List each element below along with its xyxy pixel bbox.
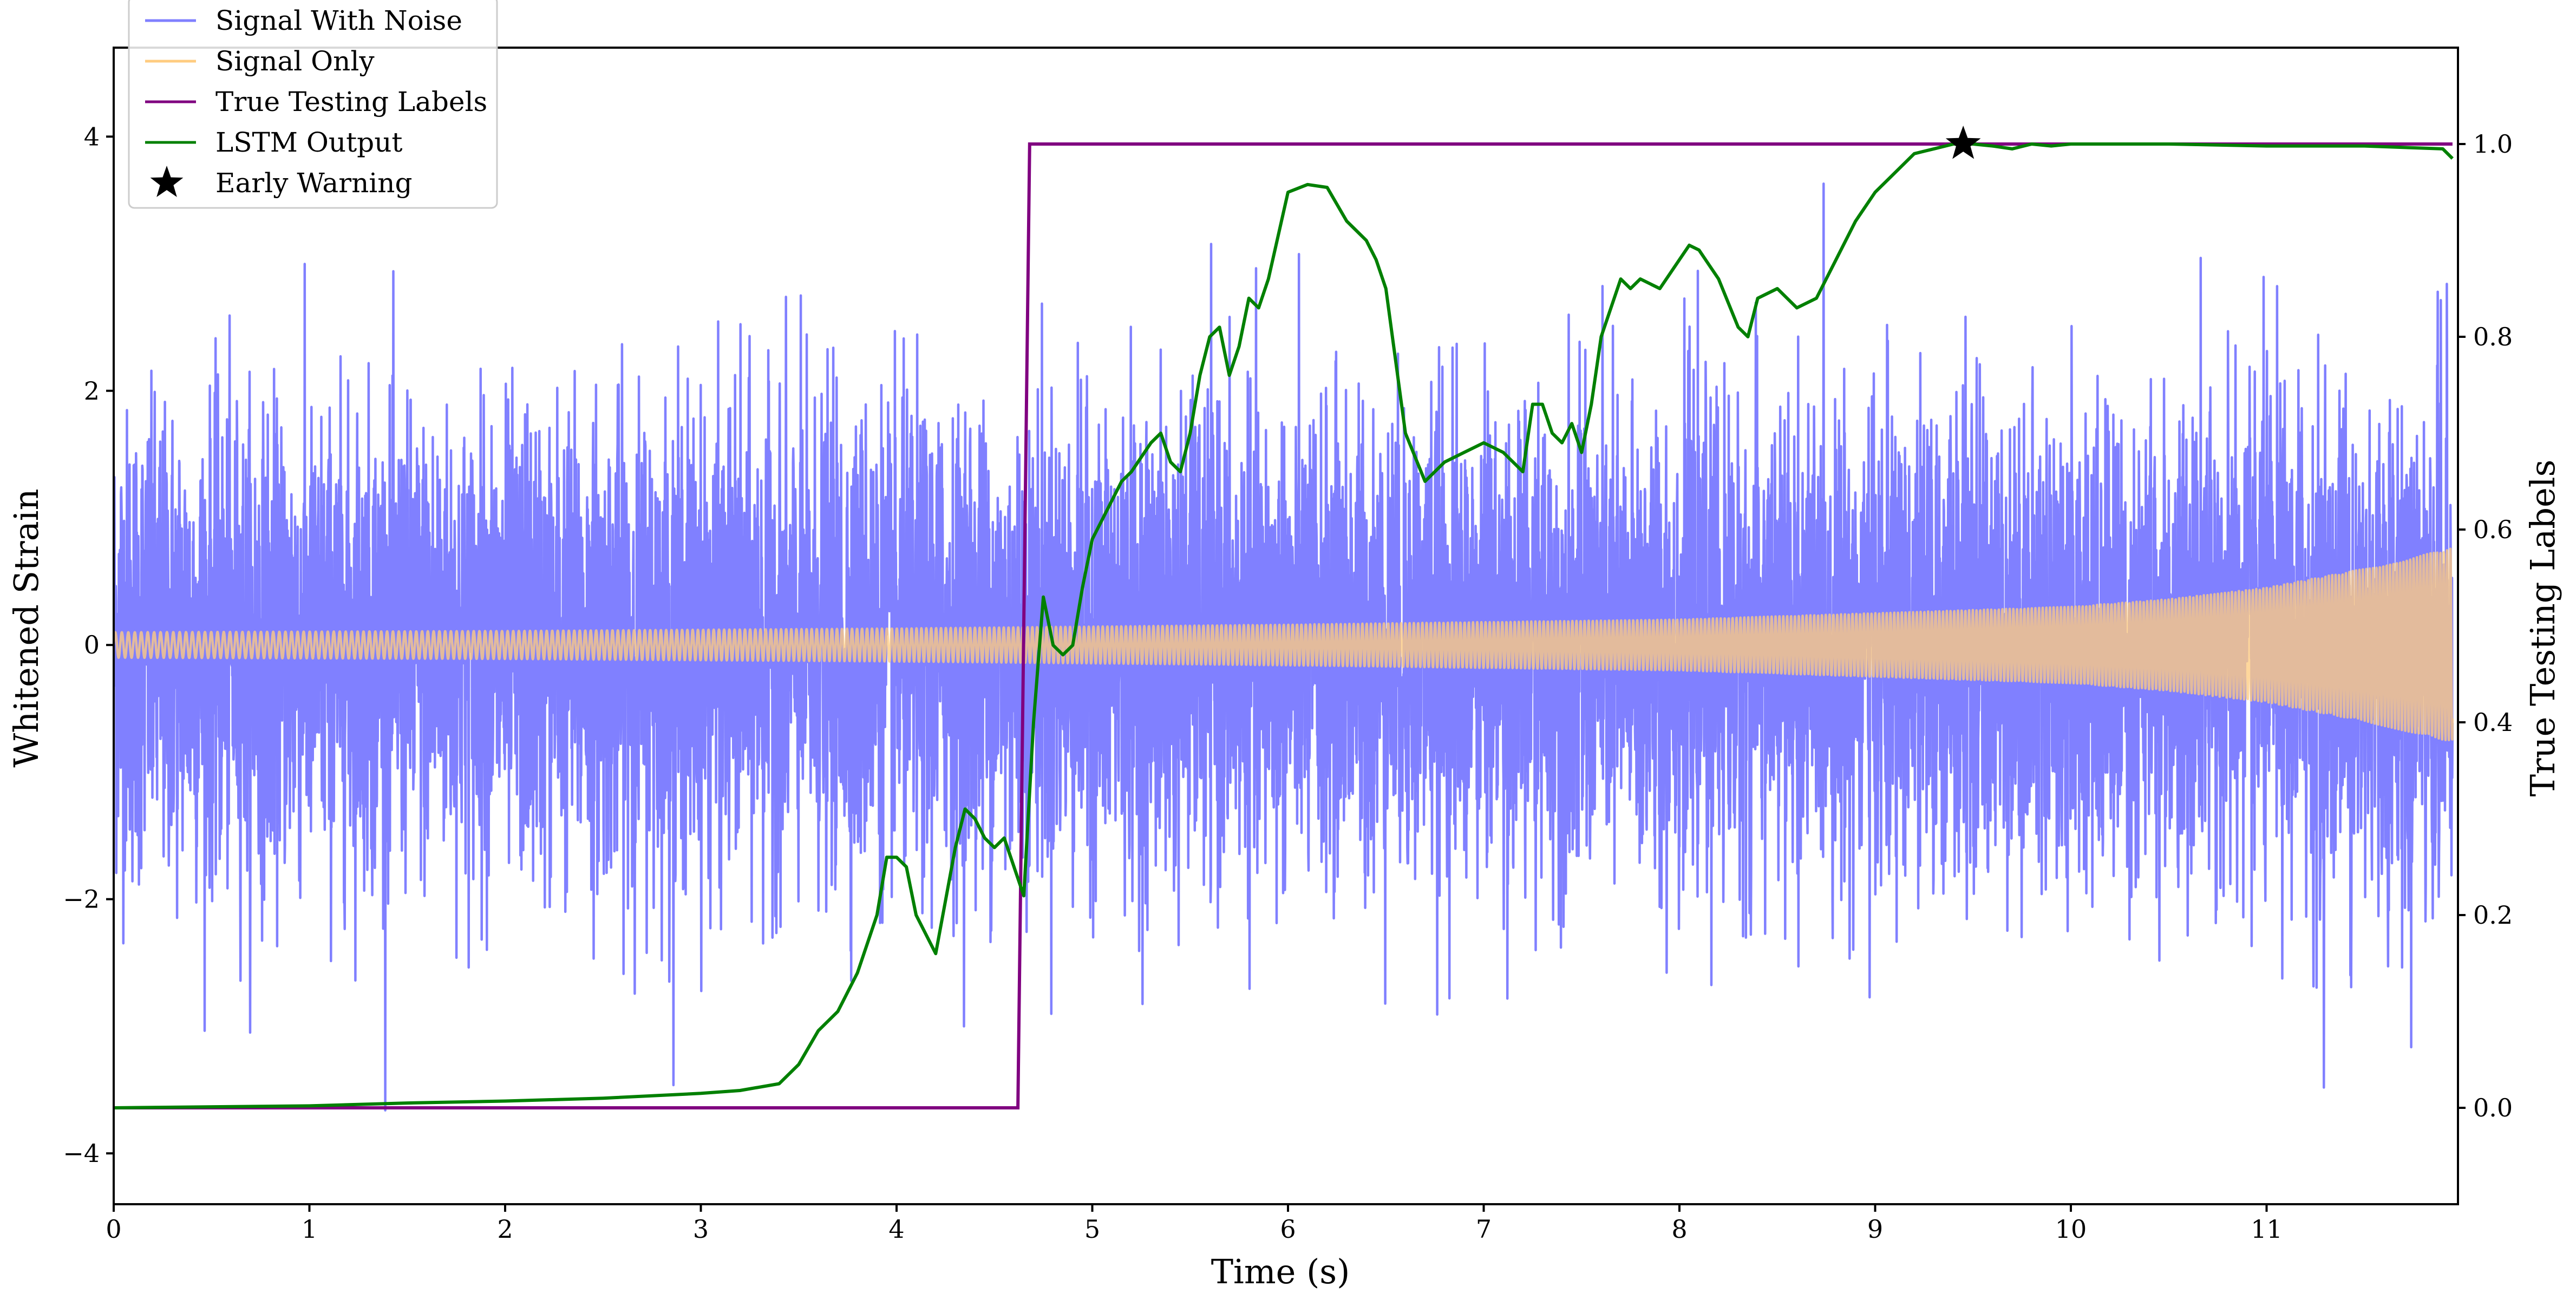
x-tick-label: 5: [1084, 1214, 1100, 1244]
true-testing-labels-line: [114, 142, 2453, 1109]
left-y-tick-label: −4: [63, 1139, 100, 1168]
right-y-tick-label: 0.0: [2473, 1093, 2513, 1122]
right-y-axis: 0.0 0.2 0.4 0.6 0.8 1.0: [2458, 129, 2513, 1122]
right-y-tick-label: 0.8: [2473, 322, 2513, 351]
x-tick-label: 10: [2055, 1214, 2087, 1244]
x-tick-label: 9: [1867, 1214, 1883, 1244]
left-y-tick-label: 2: [84, 376, 100, 406]
left-y-tick-label: −2: [63, 885, 100, 914]
x-tick-label: 11: [2251, 1214, 2283, 1244]
x-tick-label: 0: [106, 1214, 121, 1244]
legend-early-warning-label: Early Warning: [215, 167, 413, 199]
plot-area: [114, 126, 2454, 1112]
legend-early-warning-marker: [150, 166, 184, 197]
left-y-axis: −4 −2 0 2 4: [63, 122, 114, 1168]
early-warning-star-marker: [1945, 126, 1981, 159]
legend-signal-with-noise-label: Signal With Noise: [215, 5, 462, 36]
legend: Signal With Noise Signal Only True Testing…: [128, 0, 498, 209]
x-tick-label: 4: [888, 1214, 904, 1244]
plot-frame: [113, 47, 2459, 1205]
left-y-tick-label: 0: [84, 630, 100, 659]
x-tick-label: 1: [302, 1214, 317, 1244]
x-tick-label: 8: [1671, 1214, 1687, 1244]
right-y-tick-label: 0.6: [2473, 515, 2513, 544]
right-y-tick-label: 0.2: [2473, 900, 2513, 930]
x-axis-label: Time (s): [1211, 1252, 1350, 1291]
left-y-tick-label: 4: [84, 122, 100, 151]
x-tick-label: 3: [693, 1214, 709, 1244]
legend-lstm-output-label: LSTM Output: [215, 127, 402, 158]
right-y-axis-label: True Testing Labels: [2523, 460, 2562, 797]
legend-signal-only-label: Signal Only: [215, 45, 375, 77]
left-y-axis-label: Whitened Strain: [6, 489, 46, 768]
legend-true-testing-labels-label: True Testing Labels: [215, 86, 487, 117]
x-tick-label: 6: [1280, 1214, 1296, 1244]
right-y-tick-label: 0.4: [2473, 708, 2513, 737]
legend-box: [128, 0, 498, 209]
lstm-output-line: [114, 142, 2454, 1109]
signal-only-line: [114, 547, 2454, 741]
x-axis: 0 1 2 3 4 5 6 7 8 9 10 11: [106, 1204, 2283, 1244]
right-y-tick-label: 1.0: [2473, 129, 2513, 159]
x-tick-label: 7: [1476, 1214, 1492, 1244]
x-tick-label: 2: [497, 1214, 513, 1244]
